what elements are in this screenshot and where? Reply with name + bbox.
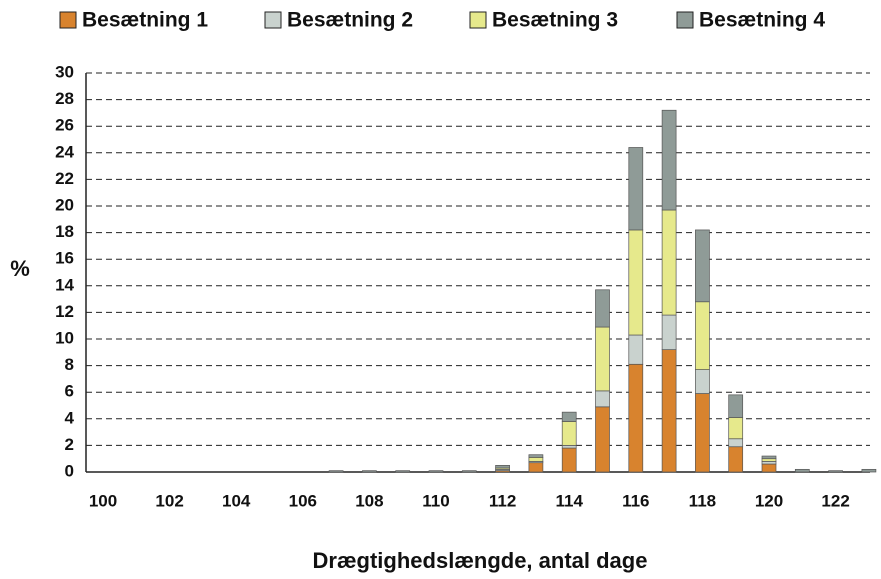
- bar-segment: [661, 109, 677, 211]
- legend-label: Besætning 1: [82, 9, 208, 32]
- bar-segment: [628, 334, 644, 365]
- y-tick-label: 26: [55, 116, 74, 135]
- bar-segment: [428, 470, 444, 473]
- legend-swatch: [59, 11, 77, 29]
- x-tick-label: 102: [155, 491, 183, 510]
- bar-segment: [695, 229, 710, 303]
- bar-segment: [362, 470, 377, 473]
- bar-segment: [761, 461, 777, 465]
- x-axis-title: Drægtighedslængde, antal dage: [313, 548, 648, 573]
- bar-segment: [628, 147, 644, 231]
- y-tick-label: 18: [55, 222, 74, 241]
- legend-label: Besætning 4: [699, 9, 825, 32]
- x-tick-label: 108: [355, 491, 383, 510]
- bar-segment: [595, 289, 610, 328]
- bar-segment: [728, 394, 744, 418]
- bar-segment: [561, 411, 577, 422]
- x-tick-label: 122: [821, 491, 849, 510]
- legend-swatch: [676, 11, 694, 29]
- bar-segment: [828, 470, 843, 473]
- y-tick-label: 8: [65, 355, 74, 374]
- bar-segment: [861, 468, 877, 473]
- bar-segment: [728, 446, 744, 473]
- bar-segment: [695, 301, 710, 370]
- y-tick-label: 12: [55, 302, 74, 321]
- y-tick-label: 16: [55, 249, 74, 268]
- bar-segment: [661, 349, 677, 473]
- y-tick-label: 2: [65, 435, 74, 454]
- y-tick-label: 28: [55, 89, 74, 108]
- bar-segment: [628, 363, 644, 473]
- bar-segment: [595, 326, 610, 392]
- x-tick-label: 110: [422, 491, 449, 510]
- bar-segment: [528, 457, 544, 462]
- x-tick-label: 106: [289, 491, 317, 510]
- y-tick-label: 20: [55, 195, 74, 214]
- bar-segment: [395, 470, 411, 473]
- bar-segment: [595, 406, 610, 473]
- bar-segment: [561, 447, 577, 473]
- legend-swatch: [264, 11, 282, 29]
- x-tick-label: 100: [89, 491, 117, 510]
- bar-segment: [561, 421, 577, 446]
- bar-segment: [761, 463, 777, 473]
- y-tick-label: 14: [55, 275, 74, 294]
- y-tick-label: 4: [65, 408, 75, 427]
- bar-segment: [561, 445, 577, 449]
- bar-segment: [628, 229, 644, 336]
- bar-segment: [761, 458, 777, 462]
- bar-segment: [695, 393, 710, 473]
- bar-segment: [495, 465, 510, 469]
- bar-segment: [728, 417, 744, 440]
- y-tick-label: 10: [55, 328, 74, 347]
- bar-segment: [761, 455, 777, 460]
- y-tick-label: 30: [55, 62, 74, 81]
- y-tick-label: 0: [65, 461, 74, 480]
- legend-label: Besætning 3: [492, 9, 618, 32]
- bar-segment: [461, 470, 477, 473]
- x-tick-label: 114: [555, 491, 583, 510]
- y-tick-label: 22: [55, 169, 74, 188]
- bar-segment: [528, 454, 544, 458]
- legend-label: Besætning 2: [287, 9, 413, 32]
- x-tick-label: 120: [755, 491, 783, 510]
- bar-segment: [695, 369, 710, 394]
- bar-segment: [661, 209, 677, 316]
- bar-segment: [595, 390, 610, 408]
- bar-segment: [528, 462, 544, 473]
- y-tick-label: 6: [65, 382, 74, 401]
- bar-segment: [728, 438, 744, 448]
- bar-segment: [661, 314, 677, 350]
- x-tick-label: 112: [489, 491, 516, 510]
- y-tick-label: 24: [55, 142, 74, 161]
- bar-segment: [328, 470, 344, 473]
- x-tick-label: 104: [222, 491, 251, 510]
- x-tick-label: 116: [622, 491, 649, 510]
- x-tick-label: 118: [689, 491, 716, 510]
- legend-swatch: [469, 11, 487, 29]
- bar-segment: [794, 468, 810, 473]
- y-axis-title: %: [10, 256, 30, 281]
